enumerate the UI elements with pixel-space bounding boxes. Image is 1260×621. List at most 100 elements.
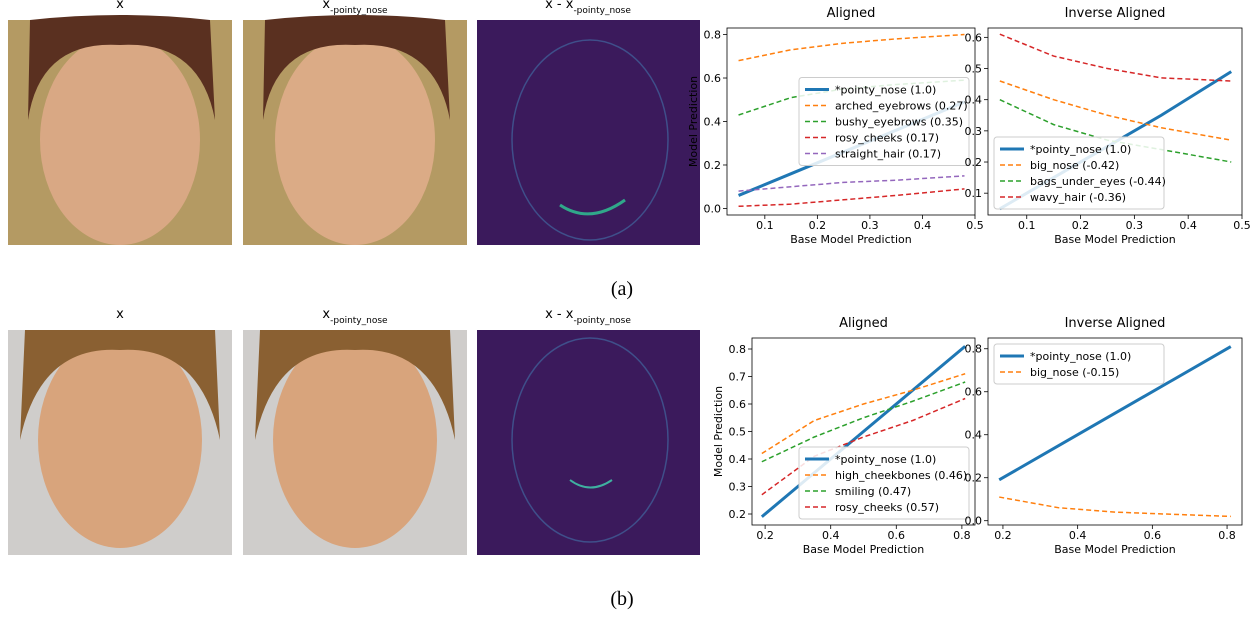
legend: *pointy_nose (1.0) big_nose (-0.42) bags_u… bbox=[993, 136, 1166, 210]
y-tick-label: 0.6 bbox=[704, 72, 722, 85]
y-tick-label: 0.4 bbox=[965, 429, 983, 442]
legend-label: *pointy_nose (1.0) bbox=[1030, 143, 1131, 156]
legend-box bbox=[993, 343, 1165, 385]
x-tick-label: 0.2 bbox=[809, 219, 827, 232]
chart-title: Aligned bbox=[827, 6, 876, 21]
chart-title: Inverse Aligned bbox=[1065, 316, 1166, 331]
legend-label: *pointy_nose (1.0) bbox=[1030, 350, 1131, 363]
series-line bbox=[760, 345, 967, 518]
series-line bbox=[738, 188, 965, 208]
diff-outline bbox=[511, 39, 669, 241]
x-tick-label: 0.4 bbox=[914, 219, 932, 232]
series-line bbox=[999, 496, 1231, 518]
y-tick-label: 0.2 bbox=[729, 508, 747, 521]
diff-outline bbox=[569, 479, 613, 489]
legend-box bbox=[798, 446, 970, 520]
images-a bbox=[8, 15, 700, 245]
hair bbox=[28, 15, 215, 120]
y-tick-label: 0.0 bbox=[965, 515, 983, 528]
legend-box bbox=[798, 77, 970, 166]
chart-title: Aligned bbox=[839, 316, 888, 331]
y-axis-label: Model Prediction bbox=[712, 386, 725, 477]
image-label: x bbox=[116, 0, 124, 12]
legend: *pointy_nose (1.0) big_nose (-0.15) bbox=[993, 343, 1165, 385]
x-tick-label: 0.2 bbox=[994, 529, 1012, 542]
image-label: x-pointy_nose bbox=[322, 0, 388, 16]
series-line bbox=[738, 33, 965, 62]
legend-label: arched_eyebrows (0.27) bbox=[835, 100, 968, 113]
face bbox=[38, 332, 202, 548]
label-base: x bbox=[116, 307, 124, 322]
legend-label: *pointy_nose (1.0) bbox=[835, 453, 936, 466]
x-axis-label: Base Model Prediction bbox=[790, 233, 911, 246]
y-tick-label: 0.6 bbox=[965, 31, 983, 44]
y-tick-label: 0.5 bbox=[729, 426, 747, 439]
legend-label: big_nose (-0.42) bbox=[1030, 159, 1119, 172]
image-label: x - x-pointy_nose bbox=[545, 307, 631, 326]
legend-label: big_nose (-0.15) bbox=[1030, 366, 1119, 379]
y-tick-label: 0.3 bbox=[965, 125, 983, 138]
y-tick-label: 0.2 bbox=[965, 156, 983, 169]
y-tick-label: 0.4 bbox=[704, 116, 722, 129]
y-tick-label: 0.8 bbox=[729, 343, 747, 356]
plot-frame bbox=[987, 27, 1243, 216]
legend-label: rosy_cheeks (0.57) bbox=[835, 501, 939, 514]
x-tick-label: 0.6 bbox=[888, 529, 906, 542]
y-tick-label: 0.0 bbox=[704, 202, 722, 215]
x-axis-label: Base Model Prediction bbox=[803, 543, 924, 556]
y-tick-label: 0.7 bbox=[729, 371, 747, 384]
series-line bbox=[999, 33, 1232, 82]
legend-label: wavy_hair (-0.36) bbox=[1030, 191, 1126, 204]
caption: (b) bbox=[610, 588, 633, 610]
x-tick-label: 0.8 bbox=[1218, 529, 1236, 542]
series-line bbox=[998, 345, 1232, 482]
label-base: x - x bbox=[545, 307, 574, 322]
y-tick-label: 0.8 bbox=[704, 29, 722, 42]
series-line bbox=[738, 175, 965, 192]
face bbox=[40, 35, 200, 245]
x-tick-label: 0.3 bbox=[861, 219, 879, 232]
hair bbox=[255, 330, 455, 440]
x-tick-label: 0.1 bbox=[756, 219, 774, 232]
label-sub: -pointy_nose bbox=[330, 316, 388, 326]
legend-label: rosy_cheeks (0.17) bbox=[835, 132, 939, 145]
x-axis-label: Base Model Prediction bbox=[1054, 543, 1175, 556]
image-label: x-pointy_nose bbox=[322, 307, 388, 326]
label-sub: -pointy_nose bbox=[573, 6, 631, 16]
images-b bbox=[8, 330, 700, 555]
x-tick-label: 0.3 bbox=[1126, 219, 1144, 232]
x-tick-label: 0.4 bbox=[822, 529, 840, 542]
diff-map bbox=[477, 20, 700, 245]
legend-label: straight_hair (0.17) bbox=[835, 148, 941, 161]
x-tick-label: 0.6 bbox=[1144, 529, 1162, 542]
legend-label: *pointy_nose (1.0) bbox=[835, 84, 936, 97]
image-label: x bbox=[116, 307, 124, 322]
y-tick-label: 0.1 bbox=[965, 187, 983, 200]
face bbox=[275, 35, 435, 245]
x-tick-label: 0.5 bbox=[966, 219, 984, 232]
y-tick-label: 0.6 bbox=[965, 386, 983, 399]
x-tick-label: 0.5 bbox=[1233, 219, 1251, 232]
face bbox=[273, 332, 437, 548]
y-tick-label: 0.6 bbox=[729, 398, 747, 411]
label-base: x bbox=[322, 0, 330, 12]
y-tick-label: 0.2 bbox=[704, 159, 722, 172]
label-base: x bbox=[322, 307, 330, 322]
hair bbox=[20, 330, 220, 440]
series-line bbox=[761, 373, 966, 455]
x-tick-label: 0.2 bbox=[756, 529, 774, 542]
legend-label: smiling (0.47) bbox=[835, 485, 911, 498]
caption: (a) bbox=[611, 278, 633, 300]
x-tick-label: 0.2 bbox=[1072, 219, 1090, 232]
legend: *pointy_nose (1.0) arched_eyebrows (0.27)… bbox=[798, 77, 970, 166]
series-line bbox=[999, 80, 1232, 141]
y-tick-label: 0.8 bbox=[965, 343, 983, 356]
x-tick-label: 0.8 bbox=[953, 529, 971, 542]
chart-title: Inverse Aligned bbox=[1065, 6, 1166, 21]
image-label: x - x-pointy_nose bbox=[545, 0, 631, 16]
x-tick-label: 0.1 bbox=[1018, 219, 1036, 232]
x-axis-label: Base Model Prediction bbox=[1054, 233, 1175, 246]
y-tick-label: 0.4 bbox=[965, 94, 983, 107]
x-tick-label: 0.4 bbox=[1069, 529, 1087, 542]
